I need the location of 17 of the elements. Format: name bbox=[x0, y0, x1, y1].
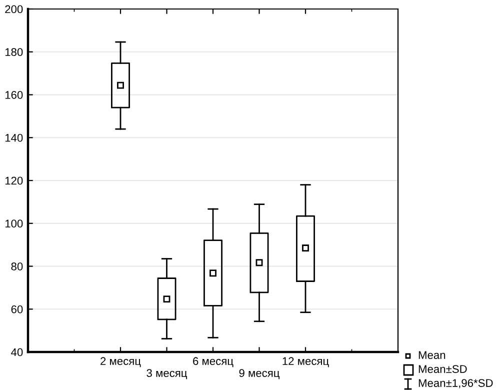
x-tick-label: 12 месяц bbox=[282, 357, 329, 368]
y-tick-label: 40 bbox=[11, 348, 23, 356]
y-tick-label: 200 bbox=[5, 5, 23, 14]
x-tick-label: 2 месяц bbox=[100, 357, 141, 368]
x-tick-label: 6 месяц bbox=[193, 357, 234, 368]
y-tick-label: 140 bbox=[5, 134, 23, 142]
text: Mean±1,96*SD bbox=[418, 379, 493, 388]
y-tick-label: 180 bbox=[5, 48, 23, 56]
x-tick-label: 9 месяц bbox=[239, 369, 280, 380]
y-tick-label: 80 bbox=[11, 262, 23, 270]
y-tick-label: 60 bbox=[11, 305, 23, 314]
y-tick-label: 160 bbox=[5, 91, 23, 99]
y-tick-label: 100 bbox=[5, 220, 23, 228]
text: Mean±SD bbox=[418, 365, 467, 373]
text: Mean bbox=[418, 351, 446, 359]
y-tick-label: 120 bbox=[5, 176, 23, 185]
x-tick-label: 3 месяц bbox=[146, 369, 188, 380]
